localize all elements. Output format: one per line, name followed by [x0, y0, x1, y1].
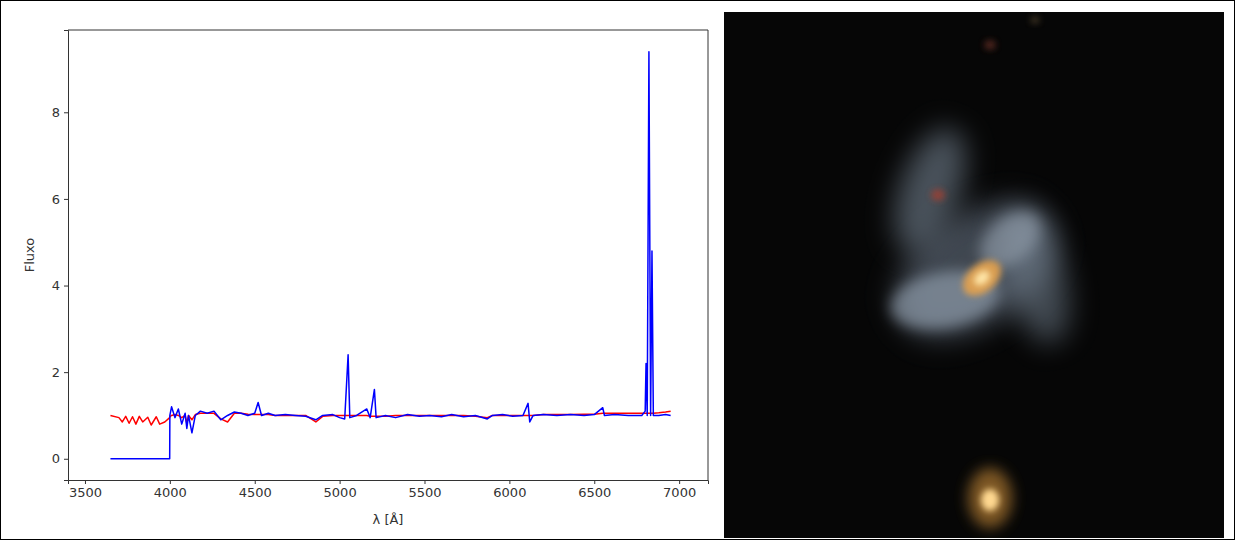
chart: 3500 4000 4500 5000 5500 6000 6500 7000 0 2 4 6 8 λ […: [22, 30, 709, 527]
tick: 4500: [239, 480, 272, 500]
x-axis: 3500 4000 4500 5000 5500 6000 6500 7000: [69, 480, 709, 500]
tick-mark: [255, 480, 256, 484]
spiral-arm: [886, 263, 1004, 337]
tick-label: 7000: [663, 485, 696, 500]
x-axis-title: λ [Å]: [373, 512, 404, 527]
tick-mark: [64, 112, 68, 113]
tick: 6: [52, 192, 68, 207]
tick-mark: [85, 480, 86, 484]
tick-label: 6000: [493, 485, 526, 500]
tick-mark: [340, 480, 341, 484]
tick-label: 4500: [239, 485, 272, 500]
spiral-arm: [880, 119, 981, 262]
tick: 6000: [493, 480, 526, 500]
companion-galaxy: [968, 468, 1012, 528]
tick-label: 2: [52, 365, 60, 380]
axis-line: [69, 481, 709, 485]
frame: [708, 30, 709, 480]
tick-mark: [64, 459, 68, 460]
tick: 5500: [408, 480, 441, 500]
tick: 8: [52, 105, 68, 120]
tick-label: 0: [52, 451, 60, 466]
tick-mark: [64, 372, 68, 373]
tick-mark: [679, 480, 680, 484]
tick-label: 4: [52, 278, 60, 293]
tick-label: 4000: [154, 485, 187, 500]
tick-mark: [509, 480, 510, 484]
tick-label: 3500: [69, 485, 102, 500]
y-axis-title: Fluxo: [22, 238, 37, 273]
galaxy-bulge: [956, 253, 1008, 303]
tick: 5000: [324, 480, 357, 500]
tick: 4: [52, 278, 68, 293]
tick-label: 6500: [578, 485, 611, 500]
tick-label: 8: [52, 105, 60, 120]
tick: 6500: [578, 480, 611, 500]
tick: 7000: [663, 480, 696, 500]
y-axis: 0 2 4 6 8: [52, 31, 69, 481]
companion-core: [981, 489, 999, 511]
spectrum-line: [110, 52, 670, 459]
tick-label: 5500: [408, 485, 441, 500]
frame: [68, 30, 708, 31]
image-background: [724, 12, 1224, 538]
galaxy-core: [971, 268, 993, 289]
tick-mark: [64, 199, 68, 200]
star-knot: [931, 189, 945, 201]
star-knot: [984, 40, 996, 50]
star-knot: [1030, 16, 1040, 24]
tick-mark: [170, 480, 171, 484]
tick-mark: [64, 286, 68, 287]
tick: 3500: [69, 480, 102, 500]
plot-area: [110, 52, 670, 459]
tick-mark: [594, 480, 595, 484]
galaxy-image: [724, 12, 1224, 538]
tick: 0: [52, 451, 68, 466]
tick: 2: [52, 365, 68, 380]
tick-mark: [424, 480, 425, 484]
tick-label: 6: [52, 192, 60, 207]
tick: 4000: [154, 480, 187, 500]
figure-frame: [1, 1, 1235, 540]
tick-label: 5000: [324, 485, 357, 500]
figure: 3500 4000 4500 5000 5500 6000 6500 7000 0 2 4 6 8 λ […: [0, 0, 1235, 540]
axis-line: [64, 31, 69, 481]
